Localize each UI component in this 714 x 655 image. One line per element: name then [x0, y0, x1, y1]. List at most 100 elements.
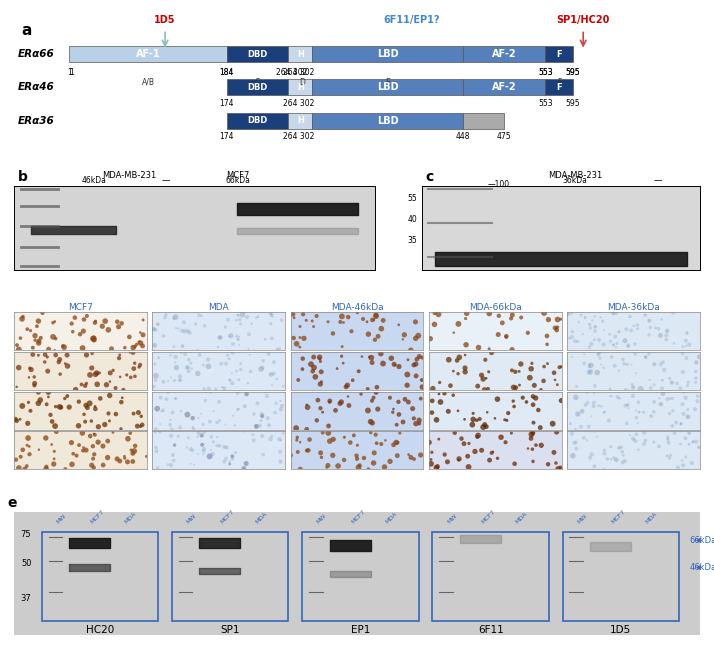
Point	[336, 397, 347, 407]
Point	[181, 409, 193, 420]
Point	[263, 420, 275, 430]
Point	[575, 310, 587, 320]
Point	[322, 316, 333, 327]
Point	[43, 386, 54, 397]
Point	[243, 344, 254, 354]
Title: MDA-46kDa: MDA-46kDa	[331, 303, 383, 312]
Point	[124, 347, 136, 358]
Point	[49, 316, 61, 327]
Point	[50, 333, 61, 344]
Point	[84, 398, 96, 409]
Point	[33, 336, 44, 346]
Point	[165, 415, 176, 425]
Point	[410, 419, 421, 429]
Point	[99, 419, 111, 430]
Point	[194, 350, 206, 360]
Point	[680, 335, 692, 346]
Point	[88, 462, 99, 473]
Point	[129, 441, 141, 451]
Point	[623, 341, 634, 352]
Point	[198, 383, 210, 394]
Point	[49, 453, 60, 464]
Point	[423, 437, 435, 447]
Text: —: —	[161, 176, 170, 185]
Point	[566, 428, 578, 439]
Point	[492, 453, 503, 464]
Text: DBD: DBD	[248, 50, 268, 59]
Point	[37, 308, 49, 318]
Point	[91, 367, 102, 378]
Point	[207, 449, 218, 459]
Point	[675, 419, 686, 430]
Point	[663, 438, 674, 448]
Point	[316, 377, 327, 387]
Point	[292, 447, 303, 457]
Point	[415, 450, 426, 460]
FancyBboxPatch shape	[227, 113, 288, 129]
Point	[158, 331, 169, 341]
Point	[162, 459, 174, 470]
Point	[614, 393, 625, 403]
Text: 36kDa: 36kDa	[563, 176, 588, 185]
Point	[608, 308, 619, 318]
Point	[690, 366, 701, 377]
Point	[192, 449, 203, 459]
Point	[323, 397, 335, 407]
Point	[549, 323, 560, 333]
Point	[589, 381, 600, 391]
Text: MCF7: MCF7	[90, 508, 106, 525]
Point	[453, 405, 464, 416]
Point	[431, 415, 442, 425]
Point	[27, 349, 39, 360]
Point	[410, 359, 421, 369]
Point	[630, 429, 642, 440]
Point	[227, 339, 238, 349]
Point	[588, 398, 600, 408]
Title: MDA: MDA	[208, 303, 229, 312]
Point	[166, 424, 178, 434]
Point	[561, 437, 573, 447]
Point	[266, 309, 277, 319]
Point	[693, 442, 705, 453]
Point	[104, 416, 115, 426]
Point	[500, 437, 511, 447]
Point	[150, 325, 161, 335]
Point	[11, 340, 23, 350]
Point	[513, 366, 525, 377]
Point	[258, 449, 269, 460]
Text: 448: 448	[456, 132, 471, 141]
Point	[59, 358, 71, 369]
Point	[366, 418, 378, 428]
Point	[514, 380, 526, 390]
Point	[406, 452, 417, 462]
Point	[192, 368, 203, 379]
Point	[578, 358, 590, 369]
Text: MDA: MDA	[384, 511, 398, 525]
Text: ERα36: ERα36	[18, 116, 54, 126]
Point	[526, 433, 537, 443]
Point	[528, 380, 540, 390]
Point	[204, 417, 216, 427]
Point	[216, 358, 227, 369]
Point	[573, 317, 584, 328]
Point	[591, 431, 603, 441]
Point	[632, 324, 643, 334]
Point	[196, 440, 208, 450]
Point	[17, 312, 29, 322]
Point	[87, 453, 99, 464]
Point	[580, 400, 591, 410]
Point	[220, 419, 231, 430]
Text: a: a	[21, 24, 31, 39]
Point	[550, 458, 562, 468]
Point	[137, 329, 149, 340]
Point	[555, 362, 567, 372]
Point	[94, 393, 106, 403]
Point	[476, 445, 488, 455]
Point	[184, 328, 196, 338]
Point	[692, 391, 703, 402]
Point	[598, 339, 609, 350]
Point	[218, 441, 230, 452]
Point	[628, 434, 640, 445]
Point	[66, 459, 78, 470]
Point	[508, 402, 520, 412]
